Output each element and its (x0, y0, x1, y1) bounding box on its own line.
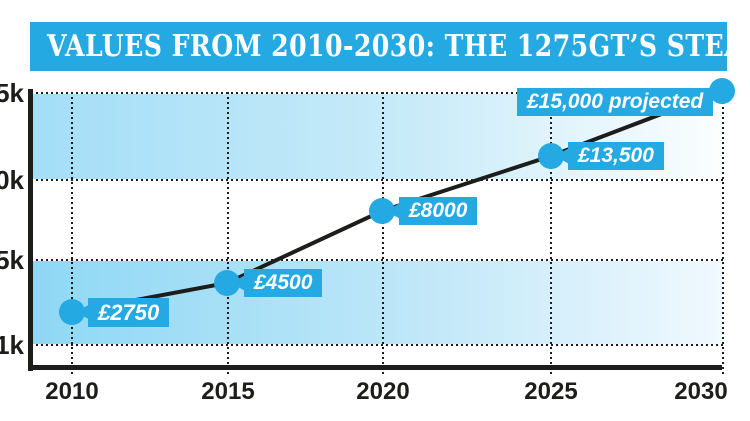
data-point-2025 (538, 143, 564, 169)
callout-2020: £8000 (399, 197, 478, 225)
data-point-2010 (59, 299, 85, 325)
callout-2015-label: £4500 (254, 271, 313, 294)
v-gridline-2030 (722, 92, 724, 377)
y-tick-5k: 5k (0, 245, 24, 275)
chart-title: VALUES FROM 2010-2030: THE 1275GT’S STEA… (47, 29, 750, 64)
callout-2030: £15,000 projected (517, 88, 714, 116)
x-axis-line (28, 365, 722, 370)
v-gridline-2025 (550, 92, 552, 377)
v-gridline-2015 (227, 92, 229, 377)
x-tick-2015: 2015 (201, 378, 255, 405)
callout-2010: £2750 (88, 298, 170, 327)
data-point-2015 (214, 270, 240, 296)
callout-2015: £4500 (244, 269, 323, 297)
h-gridline-1k (31, 344, 723, 346)
y-tick-10k: 10k (0, 165, 24, 195)
y-tick-15k: 15k (0, 78, 24, 108)
callout-2030-label: £15,000 projected (527, 90, 704, 113)
h-gridline-5k (31, 259, 723, 261)
x-tick-2020: 2020 (356, 378, 410, 405)
callout-2025: £13,500 (568, 142, 664, 170)
h-gridline-10k (31, 179, 723, 181)
data-point-2030 (709, 78, 735, 104)
v-gridline-2010 (71, 92, 73, 377)
data-point-2020 (369, 198, 395, 224)
callout-2010-label: £2750 (98, 299, 160, 325)
y-tick-1k: 1k (0, 330, 24, 360)
y-axis-line (28, 89, 33, 371)
chart-title-bar: VALUES FROM 2010-2030: THE 1275GT’S STEA… (30, 22, 750, 71)
callout-2020-label: £8000 (409, 199, 468, 222)
x-tick-2025: 2025 (524, 378, 578, 405)
x-tick-2030: 2030 (674, 378, 728, 405)
x-tick-2010: 2010 (45, 378, 99, 405)
v-gridline-2020 (382, 92, 384, 377)
callout-2025-label: £13,500 (578, 144, 654, 167)
